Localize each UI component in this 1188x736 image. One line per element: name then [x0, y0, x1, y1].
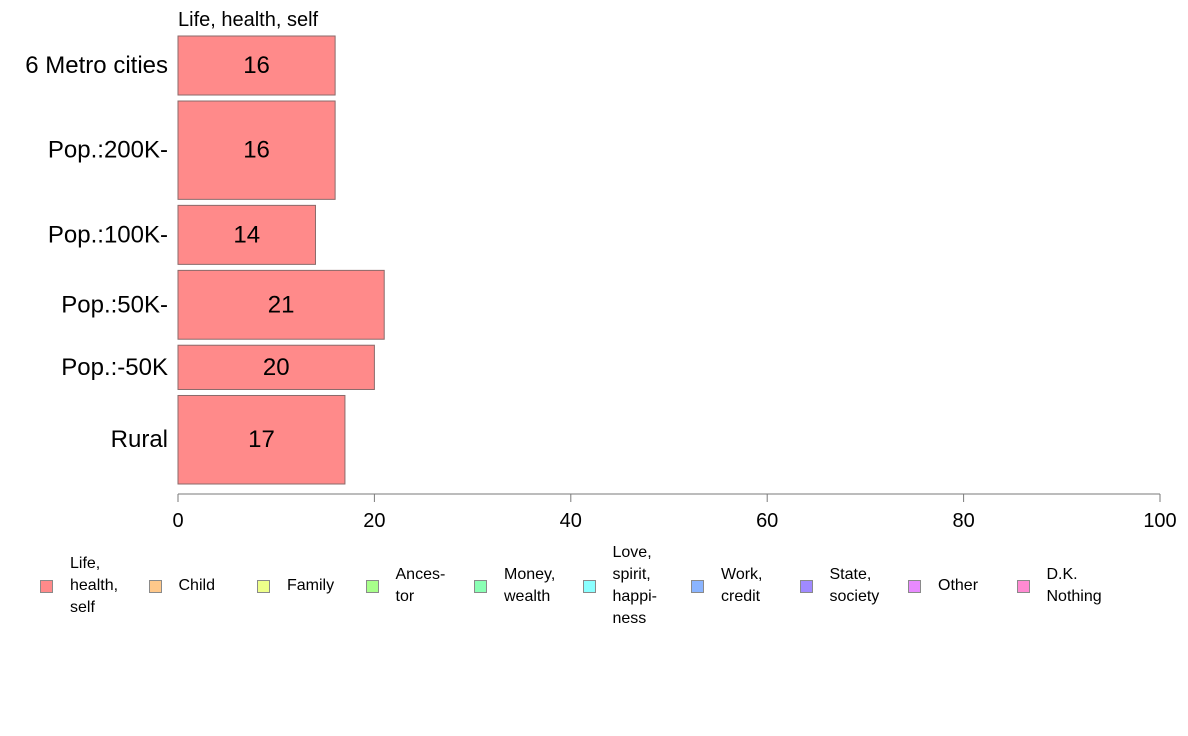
- legend-item: D.K. Nothing: [1016, 564, 1102, 608]
- legend-item: Love, spirit, happi- ness: [582, 542, 657, 630]
- legend-label: Family: [287, 577, 335, 594]
- legend-swatch: [40, 579, 53, 593]
- legend-label: Money, wealth: [504, 566, 556, 605]
- bar-segment: [177, 269, 385, 340]
- bar-value-label: 21: [268, 291, 295, 318]
- legend-label: Ances- tor: [395, 566, 446, 605]
- legend-item: Money, wealth: [474, 564, 555, 608]
- chart-legend: Life, health, self Child Family Ances- tor M…: [0, 540, 1188, 640]
- legend-swatch: [799, 579, 813, 593]
- legend-swatch: [365, 579, 379, 593]
- category-label: Pop.:200K-: [48, 137, 168, 164]
- bar-value-label: 16: [243, 52, 270, 79]
- x-tick-label: 100: [1143, 510, 1176, 532]
- legend-swatch: [474, 579, 487, 593]
- legend-swatch: [582, 579, 596, 593]
- legend-label: Love, spirit, happi- ness: [612, 544, 657, 627]
- bar-value-label: 20: [263, 354, 290, 381]
- legend-label: Life, health, self: [70, 555, 119, 616]
- legend-item: Family: [257, 575, 334, 597]
- bar-value-label: 16: [243, 137, 270, 164]
- category-label: Pop.:100K-: [48, 221, 168, 248]
- legend-item: State, society: [799, 564, 880, 608]
- legend-swatch: [908, 579, 921, 593]
- category-label: 6 Metro cities: [25, 52, 168, 79]
- bar-segment: [177, 100, 336, 200]
- legend-item: Ances- tor: [365, 564, 446, 608]
- bar-segment: [177, 35, 336, 96]
- legend-swatch: [691, 579, 704, 593]
- legend-label: State, society: [829, 566, 880, 605]
- legend-label: Child: [178, 577, 215, 594]
- legend-label: Other: [938, 577, 979, 594]
- legend-item: Other: [908, 575, 978, 597]
- legend-swatch: [257, 579, 270, 593]
- x-tick-label: 60: [756, 510, 778, 532]
- legend-item: Child: [148, 575, 215, 597]
- series-header: Life, health, self: [178, 9, 319, 31]
- category-label: Rural: [111, 426, 168, 453]
- bar-value-label: 14: [233, 221, 260, 248]
- x-tick-label: 80: [952, 510, 974, 532]
- legend-swatch: [1016, 579, 1030, 593]
- bar-value-label: 17: [248, 426, 275, 453]
- bar-segment: [177, 204, 316, 265]
- legend-label: Work, credit: [721, 566, 763, 605]
- category-label: Pop.:50K-: [61, 291, 168, 318]
- legend-item: Work, credit: [691, 564, 762, 608]
- x-tick-label: 0: [172, 510, 183, 532]
- stacked-bar-chart: Life, health, self 6 Metro cities 16 Pop.:2…: [25, 9, 1176, 532]
- category-label: Pop.:-50K: [61, 354, 168, 381]
- x-tick-label: 20: [363, 510, 385, 532]
- bar-segment: [177, 344, 375, 390]
- legend-label: D.K. Nothing: [1046, 566, 1102, 605]
- bar-segment: [177, 394, 346, 485]
- legend-swatch: [148, 579, 162, 593]
- legend-item: Life, health, self: [40, 553, 118, 619]
- x-tick-label: 40: [560, 510, 582, 532]
